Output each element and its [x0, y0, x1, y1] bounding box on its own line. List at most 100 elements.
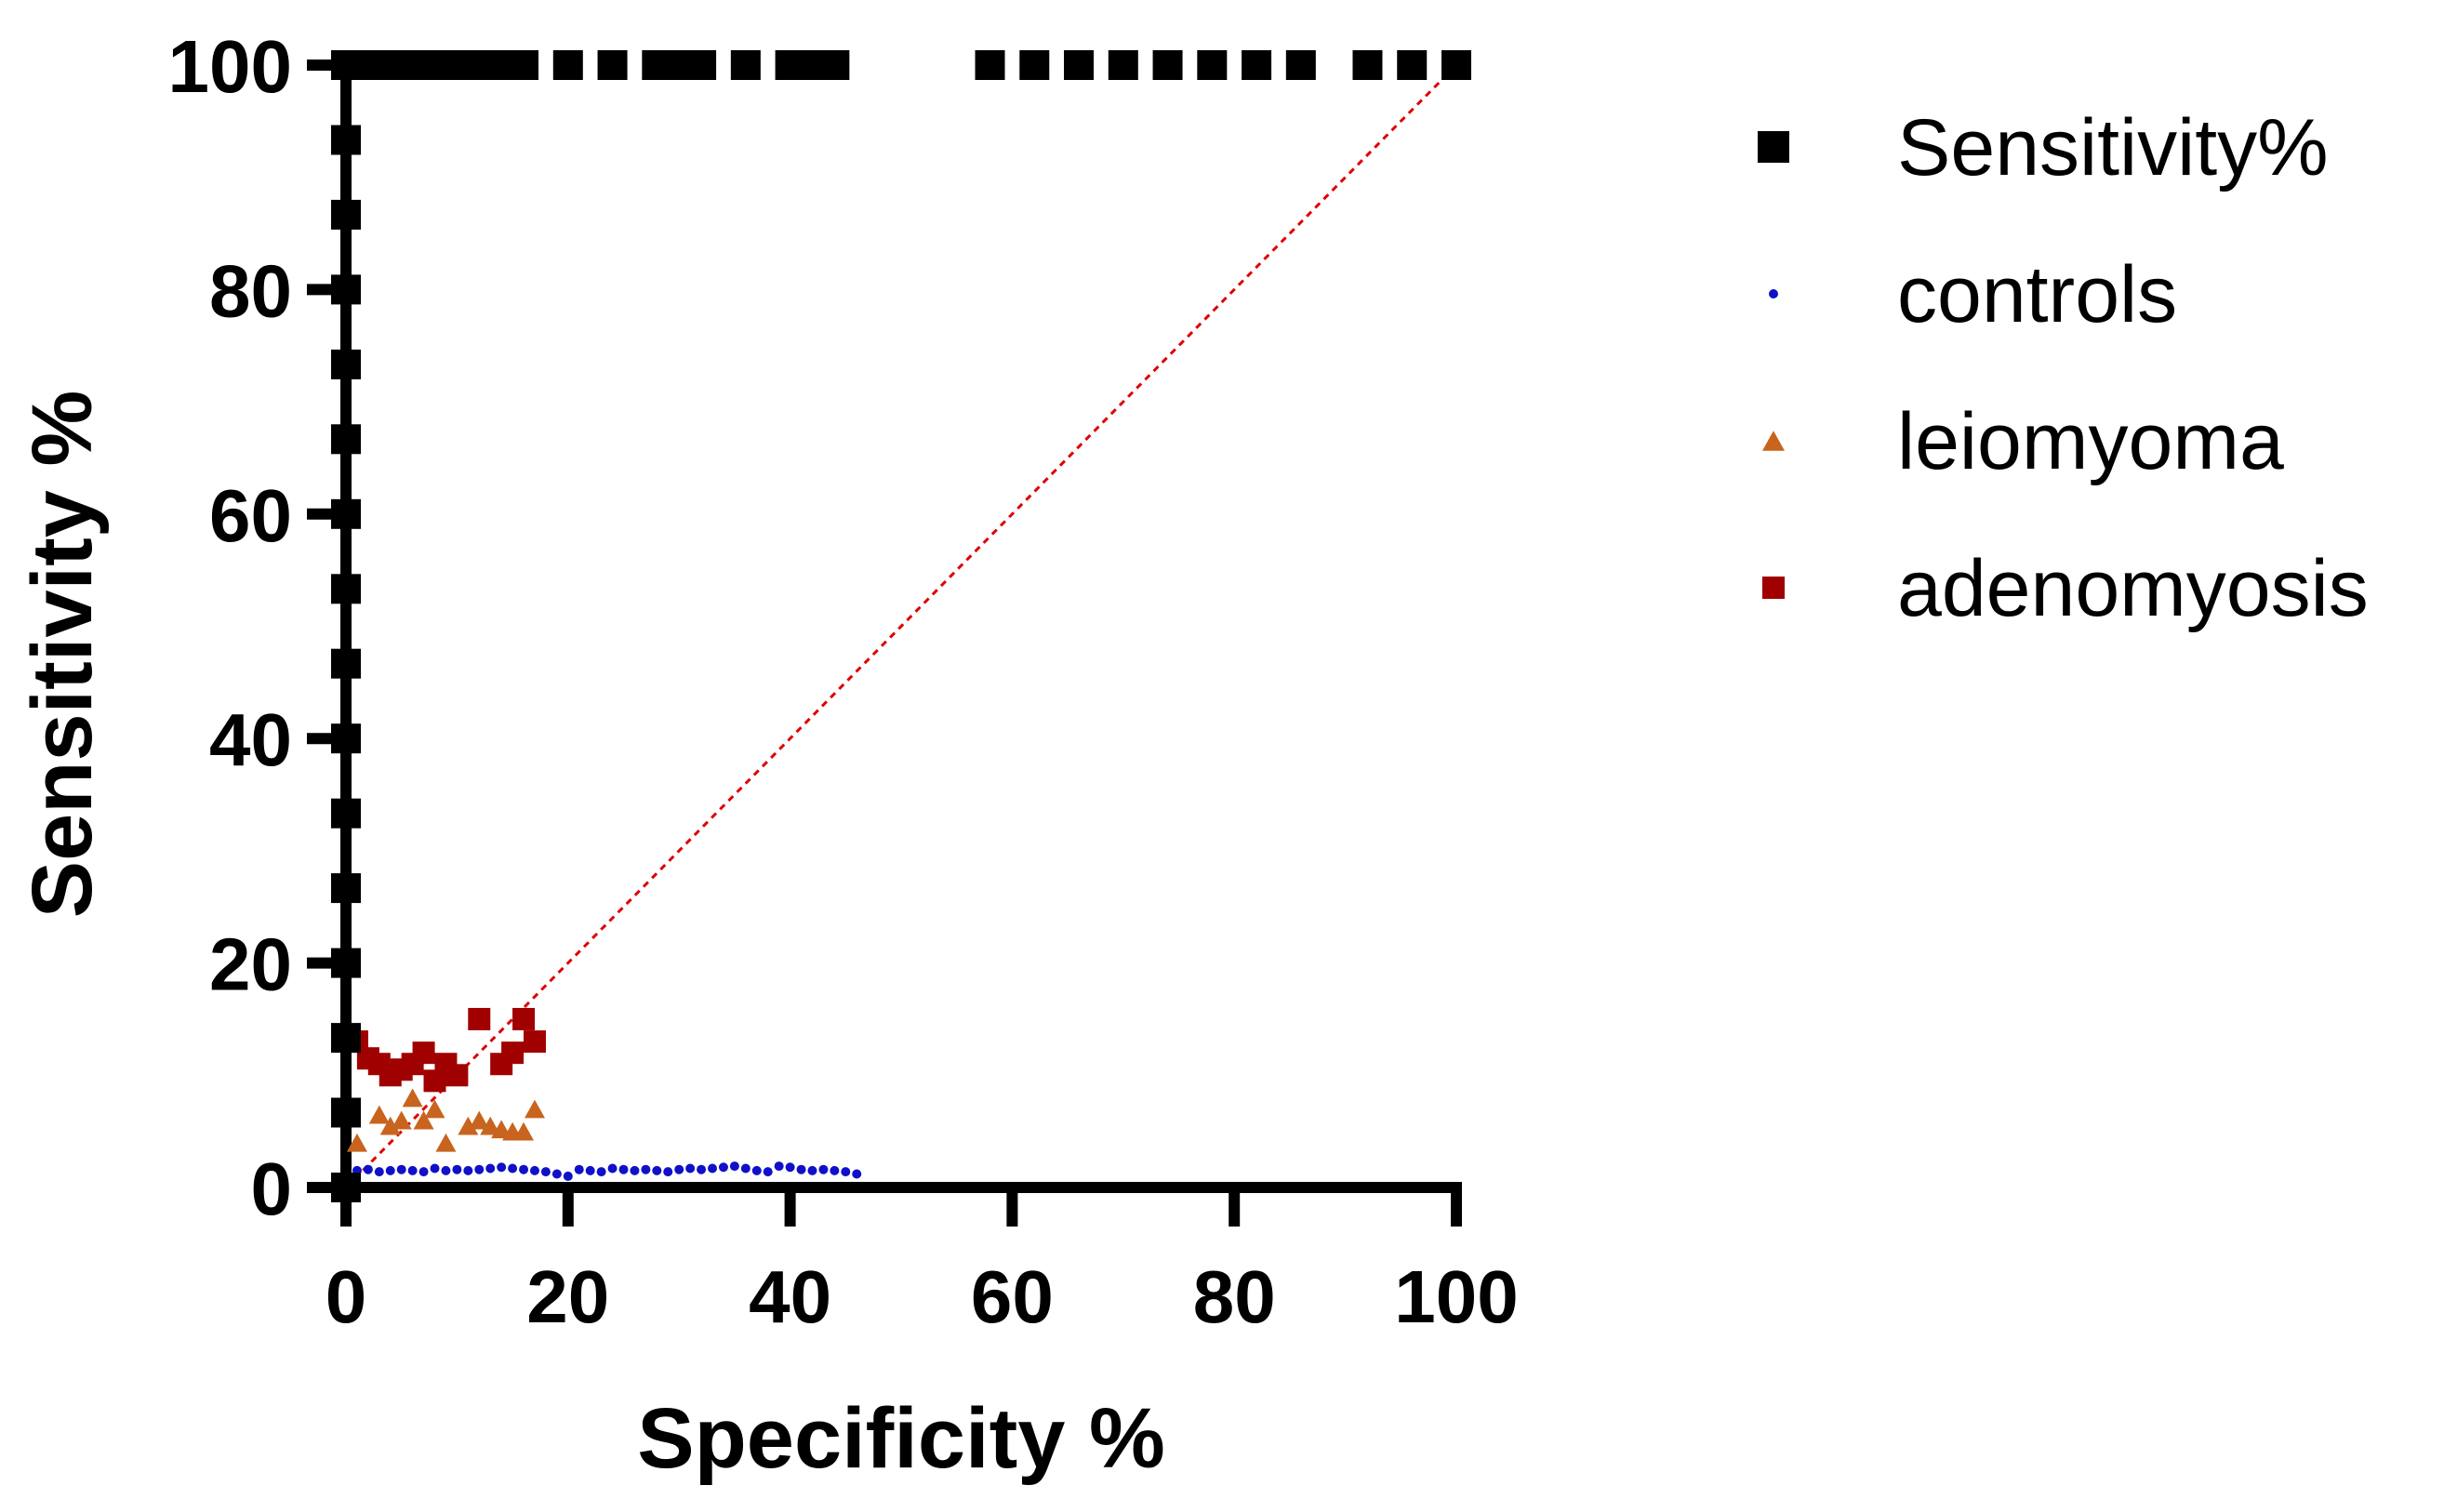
controls-point [718, 1162, 728, 1173]
y-tick-label: 40 [209, 698, 292, 781]
leiomyoma-point [413, 1110, 434, 1130]
controls-point [697, 1164, 707, 1174]
sensitivity-point [331, 1023, 361, 1054]
controls-point [485, 1163, 496, 1174]
controls-point [830, 1165, 840, 1175]
reference-diagonal-line [344, 63, 1458, 1189]
controls-point [508, 1163, 518, 1174]
controls-point [807, 1165, 817, 1175]
controls-point [551, 1169, 562, 1179]
sensitivity-point [730, 50, 761, 80]
controls-point [519, 1164, 529, 1174]
controls-point [729, 1161, 739, 1172]
sensitivity-point [331, 798, 361, 829]
legend-marker [1758, 131, 1789, 163]
axes [340, 61, 1462, 1193]
sensitivity-point [1064, 50, 1095, 80]
sensitivity-point [1397, 50, 1428, 80]
sensitivity-point [331, 274, 361, 305]
y-tick-label: 60 [209, 474, 292, 557]
controls-point [796, 1164, 806, 1174]
sensitivity-point [552, 50, 583, 80]
controls-point [574, 1164, 584, 1174]
controls-point [563, 1171, 573, 1181]
adenomyosis-point [445, 1064, 469, 1087]
controls-point [596, 1167, 606, 1177]
series-adenomyosis [345, 1007, 546, 1093]
series-leiomyoma [346, 1088, 545, 1152]
sensitivity-point [509, 50, 539, 80]
legend-item: adenomyosis [1762, 544, 2369, 633]
legend-marker [1769, 289, 1778, 298]
controls-point [497, 1162, 507, 1173]
y-tick-label: 80 [209, 249, 292, 332]
leiomyoma-point [368, 1105, 390, 1124]
controls-point [674, 1164, 684, 1174]
sensitivity-point [975, 50, 1005, 80]
sensitivity-point [1019, 50, 1050, 80]
legend-label: Sensitivity% [1897, 103, 2329, 192]
series-sensitivity [331, 50, 1471, 1202]
leiomyoma-point [458, 1116, 479, 1135]
controls-point [652, 1165, 662, 1175]
x-tick-label: 100 [1394, 1255, 1518, 1338]
sensitivity-point [1152, 50, 1183, 80]
legend-label: leiomyoma [1897, 397, 2284, 486]
legend-marker [1762, 431, 1785, 451]
sensitivity-point [1197, 50, 1228, 80]
controls-point [708, 1163, 718, 1174]
controls-point [618, 1164, 629, 1174]
sensitivity-point [331, 1097, 361, 1128]
leiomyoma-point [469, 1110, 490, 1130]
controls-point [452, 1164, 462, 1174]
x-tick-label: 20 [526, 1255, 609, 1338]
leiomyoma-point [424, 1099, 445, 1119]
sensitivity-point [1242, 50, 1272, 80]
controls-point [685, 1163, 696, 1174]
controls-point [630, 1165, 640, 1175]
controls-point [751, 1165, 762, 1175]
controls-point [418, 1167, 429, 1177]
sensitivity-point [1352, 50, 1383, 80]
y-axis-ticks: 0 20 40 60 80 100 [168, 25, 346, 1230]
y-axis-label: Sensitivity % [15, 391, 110, 919]
y-tick-label: 0 [251, 1147, 293, 1230]
leiomyoma-point [379, 1116, 401, 1135]
sensitivity-point [331, 349, 361, 379]
controls-point [841, 1167, 851, 1177]
legend-item: Sensitivity% [1758, 103, 2329, 192]
legend-marker [1762, 577, 1785, 599]
controls-point [740, 1163, 750, 1174]
controls-point [785, 1162, 795, 1173]
controls-point [430, 1163, 440, 1174]
sensitivity-point [331, 424, 361, 455]
sensitivity-point [331, 648, 361, 679]
y-tick-label: 20 [209, 923, 292, 1006]
x-axis-label: Specificity % [637, 1391, 1165, 1486]
legend-item: leiomyoma [1762, 397, 2284, 486]
legend-item: controls [1769, 250, 2177, 339]
sensitivity-point [331, 498, 361, 529]
controls-point [385, 1165, 395, 1175]
leiomyoma-point [402, 1088, 423, 1107]
controls-point [474, 1164, 485, 1174]
sensitivity-point [1108, 50, 1138, 80]
controls-point [663, 1167, 673, 1177]
leiomyoma-point [513, 1121, 535, 1141]
sensitivity-point [331, 199, 361, 230]
sensitivity-point [331, 125, 361, 155]
adenomyosis-point [501, 1041, 525, 1065]
controls-point [774, 1161, 784, 1172]
controls-point [763, 1167, 773, 1177]
x-tick-label: 40 [749, 1255, 831, 1338]
leiomyoma-point [346, 1133, 367, 1152]
legend: Sensitivity% controls leiomyoma adenomyosis [1758, 103, 2369, 633]
sensitivity-point [597, 50, 628, 80]
controls-point [396, 1164, 406, 1174]
controls-point [529, 1165, 539, 1175]
controls-point [363, 1164, 373, 1174]
adenomyosis-point [412, 1041, 435, 1065]
leiomyoma-point [391, 1110, 412, 1130]
controls-point [441, 1165, 451, 1175]
